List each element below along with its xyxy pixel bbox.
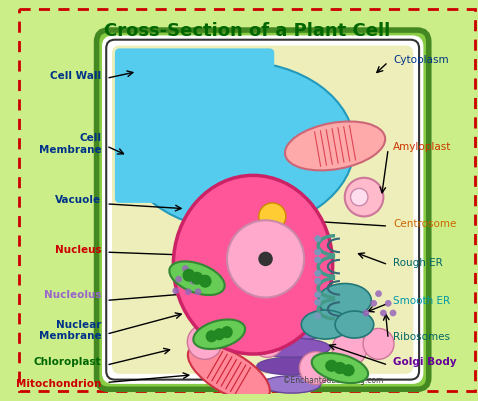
Ellipse shape bbox=[169, 262, 225, 295]
Text: Cytoplasm: Cytoplasm bbox=[393, 55, 449, 65]
Text: Centrosome: Centrosome bbox=[393, 219, 456, 229]
Ellipse shape bbox=[227, 221, 304, 298]
Text: Golgi Body: Golgi Body bbox=[393, 356, 456, 367]
Ellipse shape bbox=[375, 291, 382, 297]
Ellipse shape bbox=[315, 278, 321, 285]
Ellipse shape bbox=[262, 376, 321, 393]
Ellipse shape bbox=[173, 288, 179, 294]
Text: Nucleolus: Nucleolus bbox=[44, 289, 101, 299]
Ellipse shape bbox=[315, 257, 321, 263]
Text: Smooth ER: Smooth ER bbox=[393, 296, 450, 306]
Ellipse shape bbox=[188, 344, 270, 401]
Ellipse shape bbox=[315, 270, 321, 277]
Ellipse shape bbox=[258, 252, 273, 267]
Ellipse shape bbox=[385, 300, 391, 307]
Ellipse shape bbox=[342, 364, 355, 377]
Text: Chloroplast: Chloroplast bbox=[34, 356, 101, 367]
Text: Cell
Membrane: Cell Membrane bbox=[39, 133, 101, 154]
Ellipse shape bbox=[252, 327, 283, 358]
Ellipse shape bbox=[345, 178, 383, 217]
FancyBboxPatch shape bbox=[103, 38, 422, 383]
FancyBboxPatch shape bbox=[97, 31, 429, 389]
Ellipse shape bbox=[248, 319, 335, 340]
Ellipse shape bbox=[195, 289, 201, 296]
Ellipse shape bbox=[187, 325, 222, 359]
Text: Nucleus: Nucleus bbox=[55, 245, 101, 255]
Ellipse shape bbox=[315, 249, 321, 256]
Ellipse shape bbox=[332, 332, 367, 366]
FancyBboxPatch shape bbox=[115, 49, 274, 203]
Ellipse shape bbox=[185, 289, 192, 296]
Text: Rough ER: Rough ER bbox=[393, 257, 443, 267]
Ellipse shape bbox=[123, 62, 354, 231]
Ellipse shape bbox=[259, 203, 286, 230]
Ellipse shape bbox=[191, 272, 203, 285]
Ellipse shape bbox=[193, 320, 245, 349]
Ellipse shape bbox=[299, 352, 332, 385]
Ellipse shape bbox=[199, 275, 212, 288]
Ellipse shape bbox=[334, 362, 346, 374]
FancyBboxPatch shape bbox=[112, 47, 413, 374]
Text: ©EnchantedLearning.com: ©EnchantedLearning.com bbox=[283, 375, 383, 385]
Ellipse shape bbox=[390, 310, 396, 316]
Ellipse shape bbox=[350, 189, 368, 206]
FancyBboxPatch shape bbox=[106, 41, 419, 380]
Text: Mitochondrion: Mitochondrion bbox=[16, 378, 101, 387]
Ellipse shape bbox=[315, 292, 321, 298]
Ellipse shape bbox=[206, 330, 217, 342]
Ellipse shape bbox=[325, 360, 338, 372]
Ellipse shape bbox=[363, 328, 394, 359]
Text: Nuclear
Membrane: Nuclear Membrane bbox=[39, 319, 101, 340]
Ellipse shape bbox=[190, 278, 196, 285]
Text: Cross-Section of a Plant Cell: Cross-Section of a Plant Cell bbox=[104, 22, 391, 40]
Ellipse shape bbox=[315, 236, 321, 242]
Text: Ribosomes: Ribosomes bbox=[393, 331, 450, 341]
Ellipse shape bbox=[174, 176, 333, 354]
Text: Vacuole: Vacuole bbox=[55, 194, 101, 205]
Ellipse shape bbox=[182, 265, 189, 272]
Ellipse shape bbox=[268, 395, 316, 401]
Ellipse shape bbox=[363, 310, 369, 316]
Ellipse shape bbox=[253, 338, 330, 358]
Text: Cell Wall: Cell Wall bbox=[50, 71, 101, 81]
Ellipse shape bbox=[301, 310, 349, 339]
Ellipse shape bbox=[213, 328, 225, 340]
Ellipse shape bbox=[335, 311, 374, 338]
Ellipse shape bbox=[318, 284, 371, 318]
Ellipse shape bbox=[183, 269, 195, 282]
Ellipse shape bbox=[257, 358, 326, 375]
Ellipse shape bbox=[315, 313, 321, 320]
Ellipse shape bbox=[221, 326, 233, 338]
Ellipse shape bbox=[175, 276, 182, 283]
Ellipse shape bbox=[312, 353, 368, 383]
Ellipse shape bbox=[285, 122, 385, 171]
Ellipse shape bbox=[380, 310, 387, 316]
Text: Amyloplast: Amyloplast bbox=[393, 142, 451, 152]
Ellipse shape bbox=[370, 300, 377, 307]
Ellipse shape bbox=[315, 299, 321, 306]
